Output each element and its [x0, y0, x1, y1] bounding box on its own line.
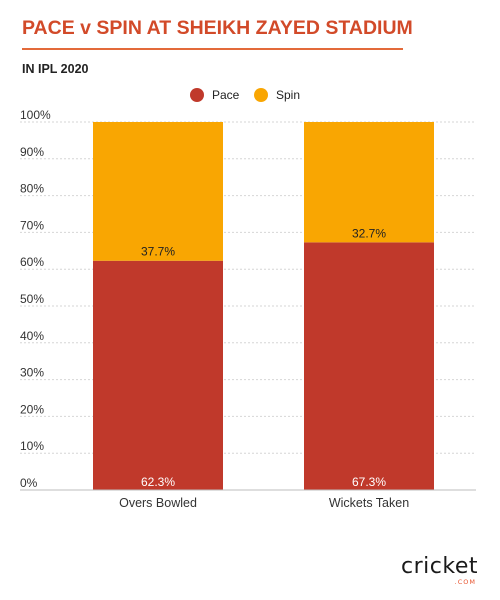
data-label-pace: 67.3% [352, 475, 386, 489]
legend-label-pace: Pace [212, 88, 240, 102]
legend: Pace Spin [0, 88, 500, 108]
x-category-label: Overs Bowled [119, 496, 197, 510]
data-label-spin: 37.7% [141, 245, 175, 259]
y-tick-label: 100% [20, 108, 51, 122]
y-tick-label: 50% [20, 292, 44, 306]
data-label-spin: 32.7% [352, 226, 386, 240]
x-category-label: Wickets Taken [329, 496, 409, 510]
logo-wordmark: cricket [401, 554, 478, 579]
legend-item-pace: Pace [190, 88, 239, 102]
y-tick-label: 90% [20, 145, 44, 159]
legend-item-spin: Spin [254, 88, 300, 102]
bar-segment-spin [93, 122, 223, 261]
y-tick-label: 0% [20, 476, 38, 490]
chart-title: PACE v SPIN AT SHEIKH ZAYED STADIUM [22, 17, 413, 39]
cricket-com-logo: cricket .COM [401, 554, 478, 587]
bar-segment-pace [304, 242, 434, 490]
bar-segment-spin [304, 122, 434, 243]
chart-subtitle: IN IPL 2020 [22, 62, 89, 76]
title-underline [22, 48, 403, 50]
y-tick-label: 70% [20, 218, 44, 232]
y-tick-label: 20% [20, 402, 44, 416]
legend-label-spin: Spin [276, 88, 301, 102]
y-tick-label: 60% [20, 255, 44, 269]
legend-swatch-pace [190, 88, 204, 102]
legend-swatch-spin [254, 88, 268, 102]
y-tick-label: 80% [20, 182, 44, 196]
bar-segment-pace [93, 260, 223, 490]
y-tick-label: 30% [20, 366, 44, 380]
y-tick-label: 10% [20, 439, 44, 453]
data-label-pace: 62.3% [141, 475, 175, 489]
logo-domain: .COM [454, 578, 476, 586]
y-tick-label: 40% [20, 329, 44, 343]
